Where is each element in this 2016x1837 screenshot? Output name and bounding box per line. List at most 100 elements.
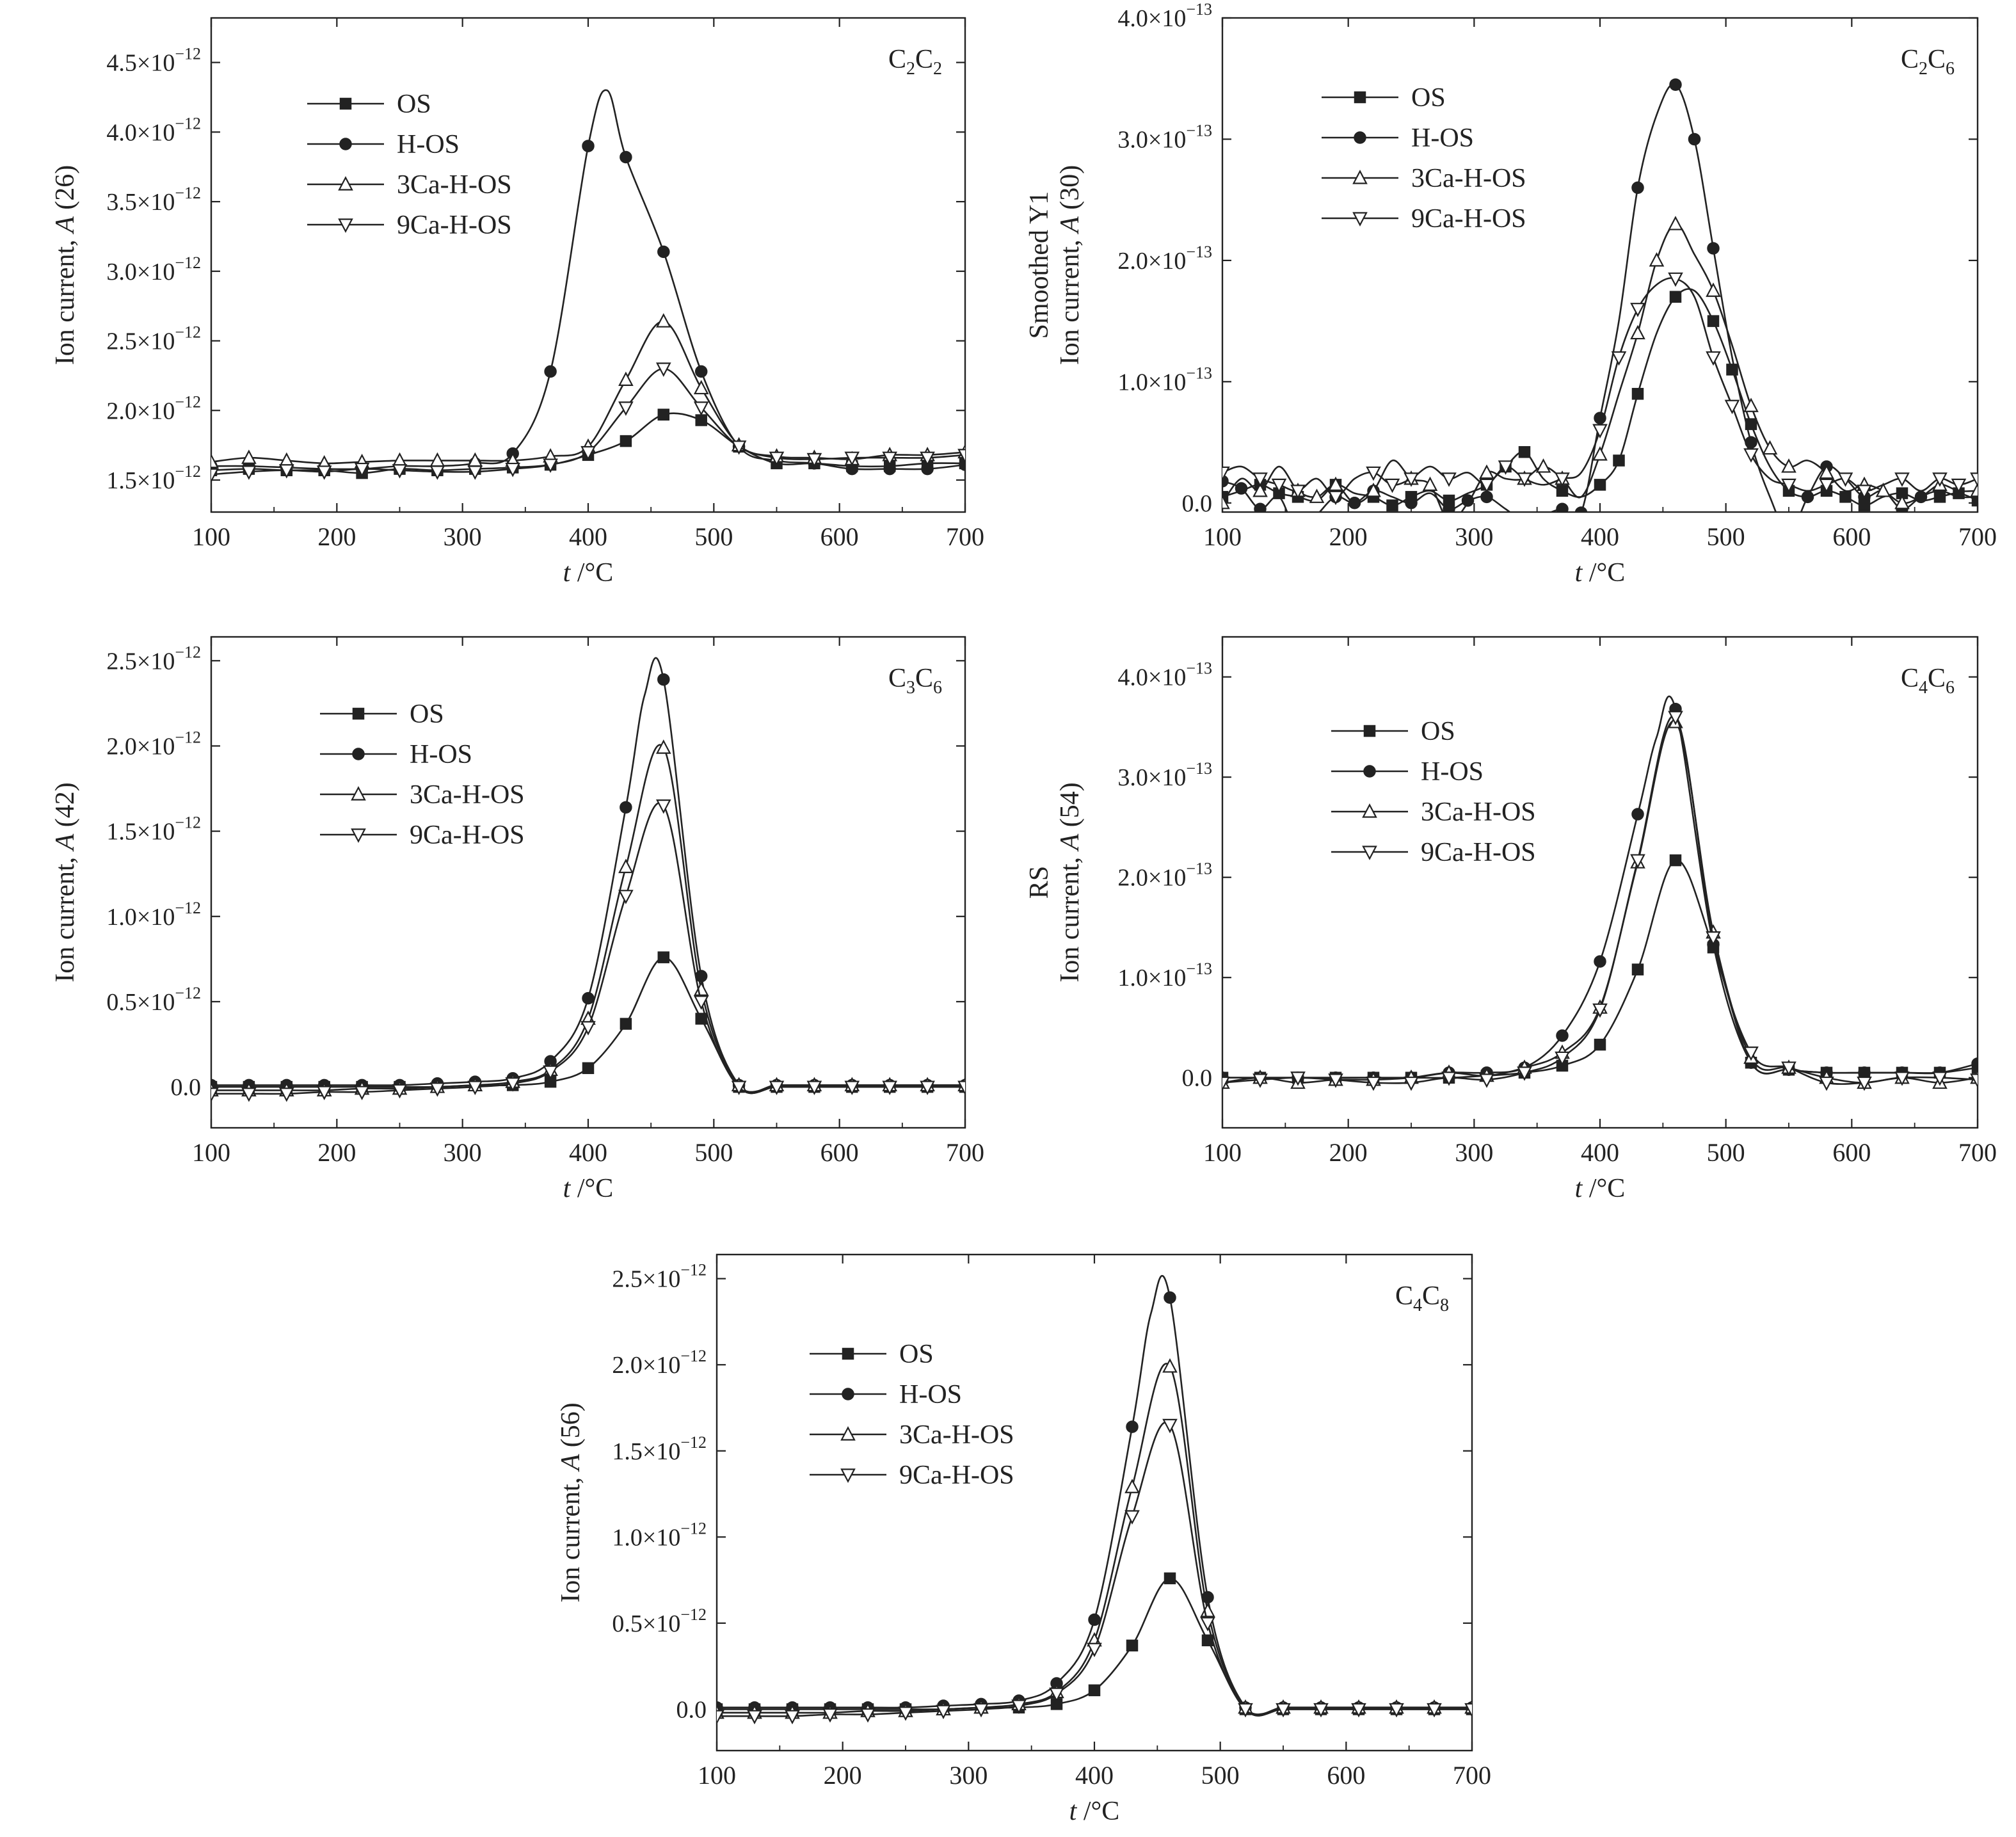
data-point-9ca-h-os bbox=[1238, 1703, 1253, 1718]
y-tick-label: 1.5×10−12 bbox=[106, 462, 201, 494]
data-point-os bbox=[1669, 291, 1682, 303]
data-point-9ca-h-os bbox=[1555, 1051, 1570, 1066]
x-tick-label: 300 bbox=[1455, 1138, 1493, 1167]
data-point-os bbox=[657, 951, 670, 963]
data-point-3ca-h-os bbox=[1366, 482, 1381, 497]
x-tick-label: 200 bbox=[824, 1761, 862, 1790]
series-group bbox=[717, 1274, 1472, 1725]
compound-label: C2C6 bbox=[1901, 45, 1955, 79]
data-point-os bbox=[582, 1062, 595, 1075]
x-tick-label: 200 bbox=[1329, 1138, 1368, 1167]
legend-label-9ca-h-os: 9Ca-H-OS bbox=[397, 211, 512, 240]
data-point-9ca-h-os bbox=[1011, 1699, 1027, 1714]
data-point-9ca-h-os bbox=[1441, 472, 1457, 487]
series-line-3ca-h-os bbox=[211, 744, 965, 1093]
plot-frame bbox=[716, 1253, 1473, 1752]
data-point-h-os bbox=[1088, 1613, 1101, 1626]
legend-marker-h-os bbox=[352, 748, 365, 760]
legend-marker-h-os bbox=[842, 1388, 854, 1400]
chart-panel-5: 100 200 300 400 500 600 700 0.0 0.5×10−12 1.0×10−… bbox=[556, 1253, 1491, 1826]
data-point-h-os bbox=[1292, 527, 1304, 539]
x-axis-label: t /°C bbox=[1575, 1174, 1626, 1203]
x-tick-label: 300 bbox=[444, 522, 482, 551]
data-point-3ca-h-os bbox=[1630, 325, 1645, 340]
legend: OS H-OS 3Ca-H-OS 9Ca-H-OS bbox=[1331, 717, 1536, 867]
data-point-h-os bbox=[1574, 506, 1588, 512]
data-point-9ca-h-os bbox=[1932, 1071, 1948, 1086]
data-point-9ca-h-os bbox=[505, 462, 521, 477]
x-axis-label: t /°C bbox=[563, 1174, 614, 1203]
data-point-9ca-h-os bbox=[882, 1080, 898, 1095]
chart-panel-1: 100 200 300 400 500 600 700 1.5×10−12 2.0×10−12 2… bbox=[51, 17, 984, 588]
chart-panel-4: 100 200 300 400 500 600 700 0.0 1.0×10−13 2.0×10−… bbox=[1025, 636, 1997, 1203]
data-point-9ca-h-os bbox=[1313, 1703, 1329, 1718]
legend-marker-3ca-h-os bbox=[1352, 170, 1368, 184]
data-point-h-os bbox=[620, 801, 632, 814]
legend-label-os: OS bbox=[397, 90, 431, 119]
data-point-9ca-h-os bbox=[1479, 1073, 1494, 1088]
data-point-9ca-h-os bbox=[1706, 931, 1721, 946]
data-point-3ca-h-os bbox=[1819, 464, 1834, 479]
data-point-9ca-h-os bbox=[769, 451, 785, 467]
x-tick-label: 400 bbox=[569, 522, 607, 551]
x-tick-label: 600 bbox=[1327, 1761, 1365, 1790]
plot-frame bbox=[210, 636, 966, 1129]
data-point-9ca-h-os bbox=[278, 1087, 294, 1102]
data-point-9ca-h-os bbox=[505, 1077, 521, 1092]
y-tick-label: 1.0×10−13 bbox=[1117, 959, 1212, 991]
x-tick-label: 500 bbox=[694, 522, 733, 551]
data-point-h-os bbox=[1971, 1057, 1978, 1070]
data-point-9ca-h-os bbox=[1290, 1071, 1306, 1086]
legend-marker-h-os bbox=[1363, 765, 1376, 778]
data-point-9ca-h-os bbox=[693, 401, 709, 416]
x-tick-label: 400 bbox=[1075, 1761, 1114, 1790]
x-tick-label: 600 bbox=[1832, 522, 1871, 551]
data-point-3ca-h-os bbox=[241, 449, 257, 464]
compound-label: C3C6 bbox=[888, 664, 942, 698]
x-tick-label: 100 bbox=[192, 522, 230, 551]
data-point-9ca-h-os bbox=[1441, 1071, 1457, 1086]
series-line-9ca-h-os bbox=[211, 802, 965, 1095]
legend-label-9ca-h-os: 9Ca-H-OS bbox=[899, 1461, 1014, 1490]
data-point-3ca-h-os bbox=[1309, 488, 1325, 503]
y-tick-label: 1.5×10−12 bbox=[106, 814, 201, 846]
y-tick-label: 0.5×10−12 bbox=[106, 984, 201, 1016]
data-point-9ca-h-os bbox=[429, 1082, 445, 1097]
legend-marker-os bbox=[1363, 725, 1376, 737]
data-point-9ca-h-os bbox=[1781, 1061, 1796, 1076]
data-point-h-os bbox=[582, 991, 595, 1005]
data-point-9ca-h-os bbox=[1404, 1076, 1419, 1091]
data-point-9ca-h-os bbox=[1706, 351, 1721, 366]
data-point-9ca-h-os bbox=[1087, 1642, 1102, 1658]
series-group bbox=[211, 89, 965, 483]
legend-marker-9ca-h-os bbox=[351, 828, 366, 843]
data-point-9ca-h-os bbox=[1743, 1047, 1759, 1061]
x-tick-label: 700 bbox=[1958, 1138, 1997, 1167]
data-point-h-os bbox=[582, 140, 595, 152]
data-point-os bbox=[695, 414, 707, 426]
data-point-3ca-h-os bbox=[693, 380, 709, 395]
x-tick-label: 500 bbox=[1707, 1138, 1745, 1167]
data-point-9ca-h-os bbox=[1611, 351, 1627, 366]
x-tick-label: 500 bbox=[1201, 1761, 1240, 1790]
data-point-9ca-h-os bbox=[580, 445, 596, 461]
data-point-9ca-h-os bbox=[1124, 1510, 1140, 1525]
data-point-3ca-h-os bbox=[211, 453, 219, 469]
data-point-9ca-h-os bbox=[1857, 1076, 1872, 1091]
legend-marker-3ca-h-os bbox=[1362, 803, 1377, 818]
data-point-9ca-h-os bbox=[467, 465, 483, 480]
legend: OS H-OS 3Ca-H-OS 9Ca-H-OS bbox=[307, 90, 512, 240]
data-point-9ca-h-os bbox=[957, 449, 965, 463]
y-axis-extra-label: RS bbox=[1025, 866, 1054, 899]
x-tick-label: 700 bbox=[946, 522, 984, 551]
data-point-h-os bbox=[1594, 955, 1606, 968]
data-point-9ca-h-os bbox=[1630, 854, 1645, 869]
data-point-9ca-h-os bbox=[543, 1065, 558, 1080]
y-axis-label: Ion current, A (54) bbox=[1055, 782, 1085, 983]
data-point-os bbox=[1556, 485, 1569, 497]
data-point-9ca-h-os bbox=[1290, 485, 1306, 499]
data-point-os bbox=[620, 1018, 632, 1030]
plot-frame bbox=[210, 17, 966, 513]
data-point-9ca-h-os bbox=[1328, 490, 1343, 506]
data-point-9ca-h-os bbox=[543, 458, 558, 473]
